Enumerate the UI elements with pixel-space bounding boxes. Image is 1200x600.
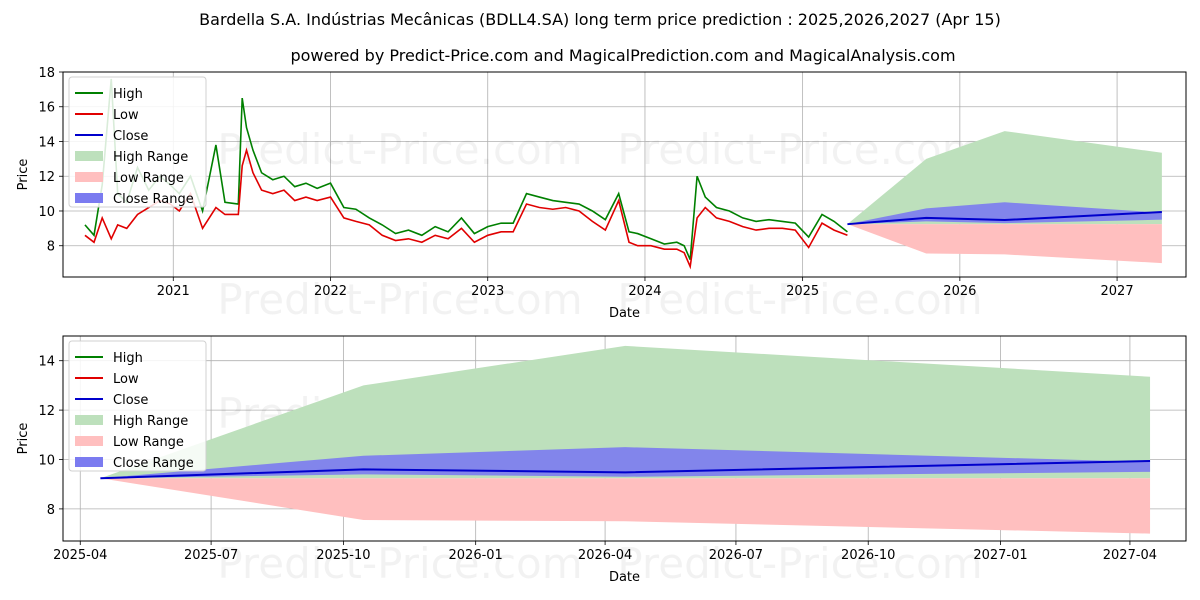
- chart-subtitle: powered by Predict-Price.com and Magical…: [290, 46, 955, 65]
- legend-label: Low Range: [113, 435, 184, 450]
- y-tick-label: 8: [47, 503, 55, 518]
- legend-label: High Range: [113, 150, 188, 165]
- x-tick-label: 2027-01: [973, 548, 1027, 563]
- x-axis-label: Date: [609, 306, 640, 321]
- legend-patch-swatch: [75, 436, 103, 446]
- legend-patch-swatch: [75, 193, 103, 203]
- y-tick-label: 8: [47, 240, 55, 255]
- legend-patch-swatch: [75, 415, 103, 425]
- x-tick-label: 2025: [786, 284, 819, 299]
- x-tick-label: 2026-04: [578, 548, 632, 563]
- y-tick-label: 14: [38, 135, 55, 150]
- high-range-band: [847, 131, 1162, 225]
- plot-frame: [62, 71, 1187, 278]
- x-tick-label: 2024: [628, 284, 661, 299]
- legend-patch-swatch: [75, 457, 103, 467]
- legend-box: [68, 340, 207, 472]
- close-series-line: [847, 211, 1162, 226]
- close-range-band: [100, 447, 1151, 479]
- x-tick-label: 2026-07: [709, 548, 763, 563]
- zoom-panel: 2025-04 2025-07 2025-10 2026-01 2026-04 2026-…: [16, 335, 1187, 588]
- legend-label: Close: [113, 129, 148, 144]
- legend-label: Close: [113, 393, 148, 408]
- watermark: Predict-Price.com: [217, 125, 582, 174]
- legend-label: High: [113, 351, 143, 366]
- x-tick-label: 2027-04: [1103, 548, 1157, 563]
- x-tick-label: 2022: [314, 284, 347, 299]
- long-term-panel: 2021 2022 2023 2024 2025 2026 2027 8 10 12 14 16 18 P…: [16, 66, 1187, 324]
- x-axis-label: Date: [609, 570, 640, 585]
- legend-label: High Range: [113, 414, 188, 429]
- x-tick-label: 2027: [1101, 284, 1134, 299]
- legend-label: Low Range: [113, 171, 184, 186]
- legend-label: High: [113, 87, 143, 102]
- legend-patch-swatch: [75, 151, 103, 161]
- legend-patch-swatch: [75, 172, 103, 182]
- watermark: Predict-Price.com: [617, 275, 982, 324]
- y-tick-label: 14: [38, 355, 55, 370]
- x-tick-label: 2023: [471, 284, 504, 299]
- plot-frame: [62, 335, 1187, 542]
- x-tick-label: 2026: [943, 284, 976, 299]
- x-tick-label: 2025-10: [316, 548, 370, 563]
- high-range-band: [100, 345, 1151, 479]
- chart-title: Bardella S.A. Indústrias Mecânicas (BDLL…: [199, 10, 1001, 29]
- legend-label: Close Range: [113, 456, 194, 471]
- low-range-band: [100, 478, 1151, 534]
- legend-box: [68, 76, 207, 208]
- y-tick-label: 18: [38, 66, 55, 81]
- y-tick-label: 16: [38, 101, 55, 116]
- y-tick-label: 10: [38, 453, 55, 468]
- y-axis-label: Price: [16, 159, 31, 191]
- x-tick-label: 2026-01: [449, 548, 503, 563]
- watermark: Predict-Price.com: [617, 539, 982, 588]
- y-tick-label: 10: [38, 205, 55, 220]
- low-range-band: [847, 224, 1162, 264]
- y-tick-label: 12: [38, 404, 55, 419]
- watermark: Predict-Price.com: [217, 275, 582, 324]
- y-tick-label: 12: [38, 170, 55, 185]
- legend-label: Close Range: [113, 192, 194, 207]
- y-axis-label: Price: [16, 423, 31, 455]
- watermark: Predict-Price.com: [217, 539, 582, 588]
- legend-label: Low: [113, 108, 139, 123]
- x-tick-label: 2021: [157, 284, 190, 299]
- x-tick-label: 2025-07: [184, 548, 238, 563]
- close-series-line: [100, 459, 1151, 480]
- legend-label: Low: [113, 372, 139, 387]
- x-tick-label: 2025-04: [53, 548, 107, 563]
- x-tick-label: 2026-10: [841, 548, 895, 563]
